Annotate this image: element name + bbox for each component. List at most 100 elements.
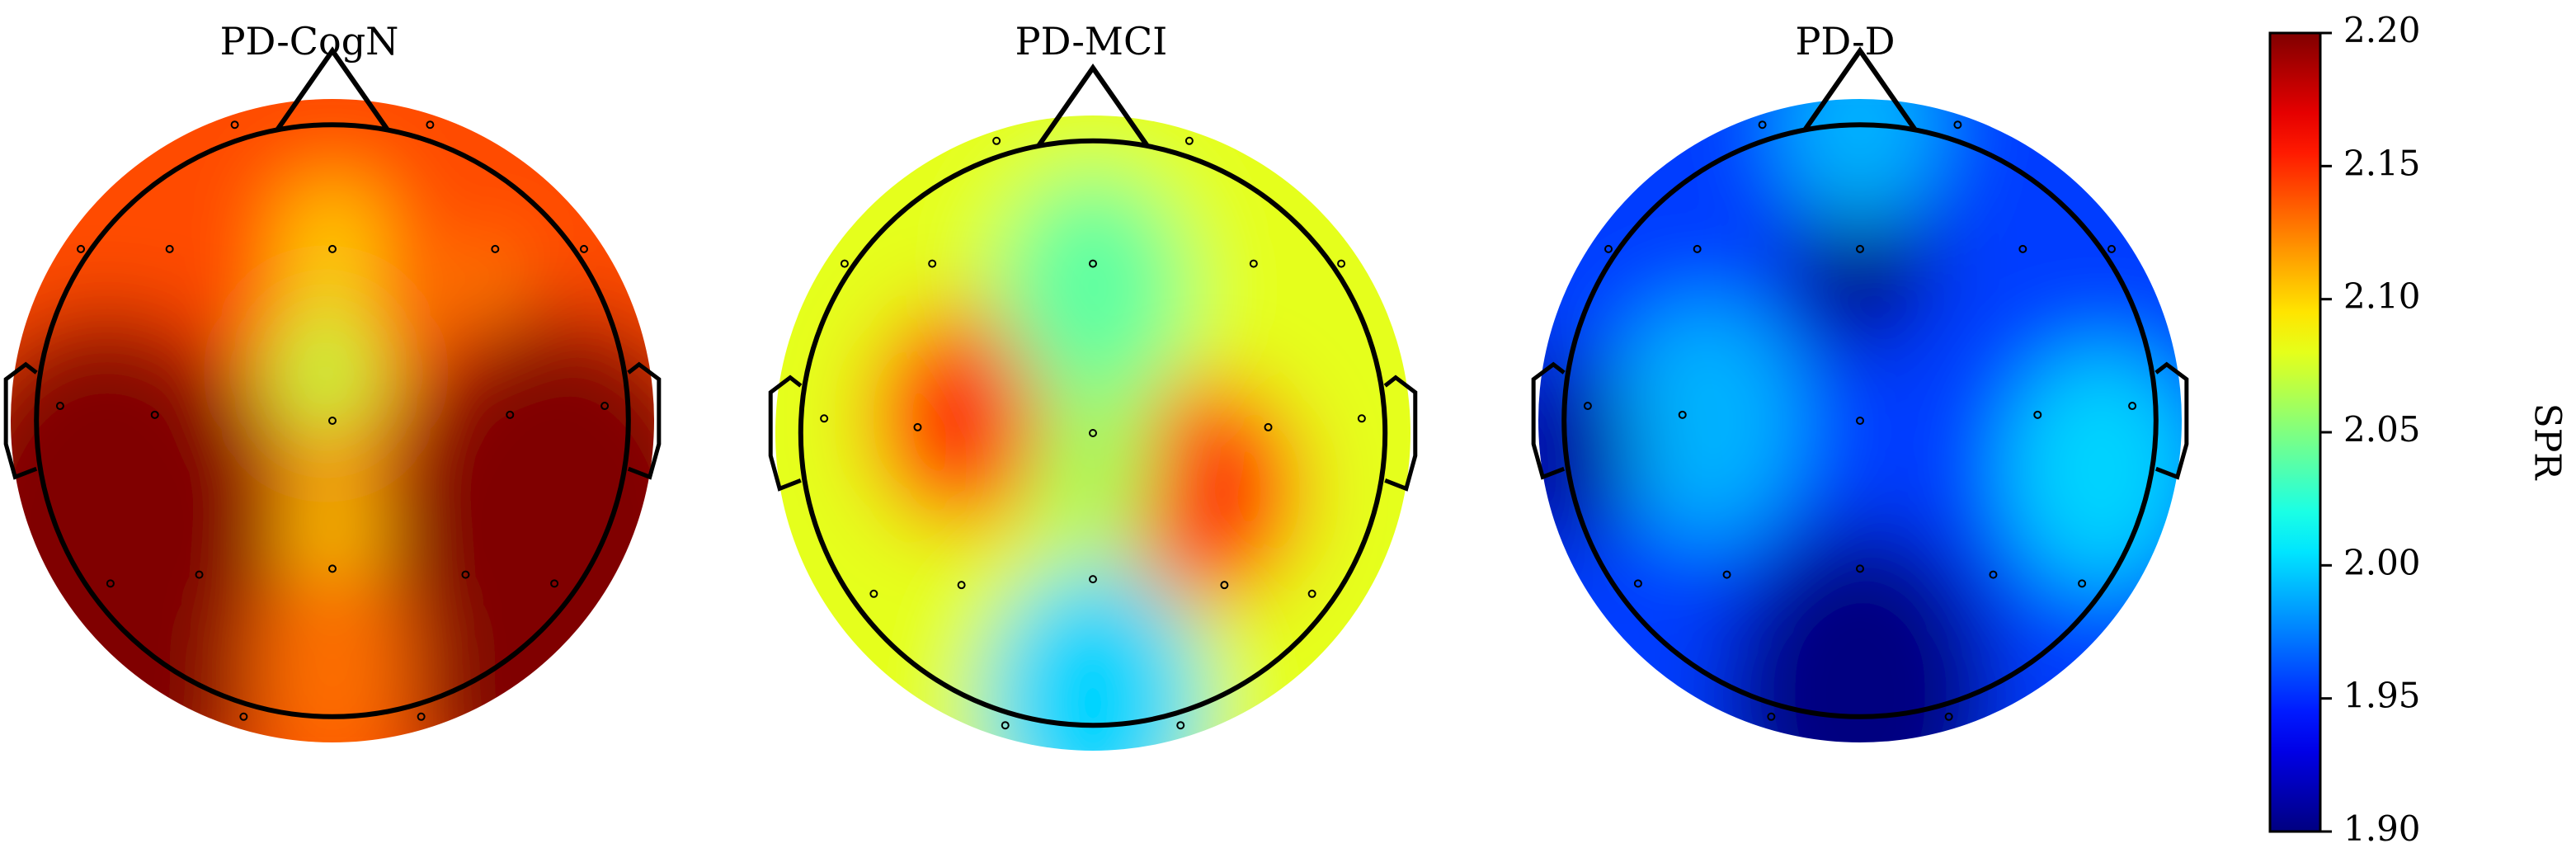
electrode-marker [1089,429,1097,437]
electrode-marker [106,579,115,588]
electrode-marker [1678,410,1687,419]
electrode-marker [820,414,829,423]
electrode-marker [1249,259,1258,268]
electrode-marker [1953,120,1962,130]
electrode-marker [1758,120,1767,130]
electrode-marker [550,579,559,588]
right-ear-outline [627,361,662,480]
electrode-marker [77,244,86,253]
field-region [997,171,1189,410]
topomap-panel: PD-CogN [3,19,662,742]
electrode-marker [1693,244,1702,253]
electrode-marker [869,589,878,598]
electrode-marker [2033,410,2042,419]
nose-outline [1037,64,1149,147]
field-region [43,521,268,742]
colorbar-tick-label: 1.95 [2343,676,2421,716]
electrode-marker [55,402,64,411]
field-region [982,563,1204,751]
electrode-marker [1722,570,1731,579]
field-region [280,179,384,309]
field-region [1538,352,1635,554]
colorbar: 2.20 2.15 2.10 2.05 2.00 1.95 1.90 SPR [2268,10,2569,849]
electrode-marker [2018,244,2027,253]
electrode-marker [1767,712,1776,721]
colorbar-tick-label: 2.05 [2343,409,2421,450]
field-region [870,306,1049,529]
electrode-marker [417,712,426,721]
field-region [2004,348,2182,590]
field-region [252,561,413,742]
electrode-marker [328,417,337,425]
panel-title: PD-MCI [1015,19,1168,64]
electrode-marker [1583,402,1592,411]
topomap-panel: PD-MCI [768,19,1418,751]
field-region [287,477,378,590]
electrode-marker [957,581,966,590]
topomap-panels: PD-CogN PD-MCI PD-D [3,19,2189,751]
topomap-panel: PD-D [1531,19,2189,742]
colorbar-tick-label: 2.00 [2343,542,2421,582]
electrode-marker [1604,244,1613,253]
electrode-marker [579,244,588,253]
colorbar-gradient [2268,31,2322,833]
field-region [1725,525,1995,742]
panel-title: PD-CogN [220,19,399,64]
head-outline [1561,122,2159,719]
electrode-marker [1001,721,1010,730]
electrode-marker [461,570,470,579]
electrode-marker [506,410,515,419]
left-ear-outline [768,375,803,492]
electrode-marker [426,120,435,130]
electrode-marker [2078,579,2087,588]
electrode-marker [150,410,159,419]
scalp-field [1538,99,2182,742]
electrode-marker [1176,721,1185,730]
electrode-marker [1633,579,1642,588]
field-region [1029,385,1156,544]
nose-outline [275,46,389,131]
electrode-marker [1989,570,1998,579]
electrode-marker [992,136,1001,145]
electrode-marker [928,259,937,268]
nose-outline [1803,46,1917,131]
colorbar-tick-label: 2.20 [2343,10,2421,50]
field-region [1789,171,1931,349]
colorbar-tick-label: 1.90 [2343,808,2421,849]
electrode-marker [1856,244,1864,253]
scalp-field [775,115,1410,751]
colorbar-ticks: 2.20 2.15 2.10 2.05 2.00 1.95 1.90 [2320,10,2421,849]
field-region [445,245,510,326]
colorbar-tick-label: 2.10 [2343,276,2421,317]
electrode-marker [1264,422,1273,431]
electrode-marker [1089,259,1097,268]
electrode-marker [2128,402,2137,411]
electrode-marker [1357,414,1366,423]
electrode-marker [230,120,239,130]
electrode-marker [1337,259,1346,268]
head-outline [34,122,631,719]
electrode-marker [913,422,922,431]
electrode-marker [1856,564,1864,573]
head-outline [798,138,1388,728]
colorbar-label: SPR [2527,403,2569,482]
field-region [397,521,622,742]
electrode-marker [600,402,610,411]
field-region [1608,299,1802,542]
electrode-marker [195,570,204,579]
electrode-marker [1220,581,1229,590]
electrode-marker [328,564,337,573]
panel-title: PD-D [1795,19,1895,64]
electrode-marker [165,244,174,253]
field-region [1124,379,1303,602]
electrode-marker [491,244,500,253]
electrode-marker [1307,589,1316,598]
electrode-marker [1856,417,1864,425]
right-ear-outline [1383,375,1418,492]
electrode-marker [2107,244,2116,253]
colorbar-tick-label: 2.15 [2343,143,2421,183]
electrode-marker [1089,575,1097,584]
electrode-marker [840,259,849,268]
field-region [268,299,384,445]
